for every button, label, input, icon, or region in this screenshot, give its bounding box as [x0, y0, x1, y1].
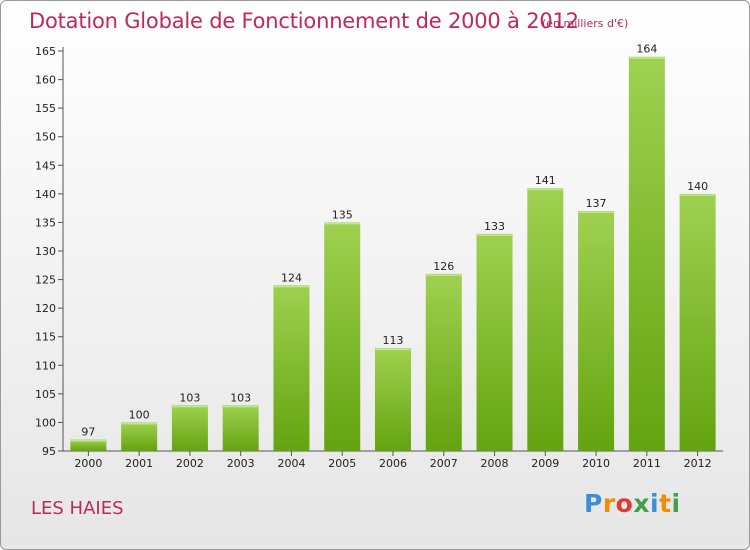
- y-tick-label: 130: [35, 245, 56, 258]
- x-tick-label: 2002: [176, 457, 204, 470]
- bar-highlight: [70, 440, 106, 442]
- logo-letter: x: [633, 489, 650, 518]
- bar-highlight: [121, 422, 157, 425]
- logo-letter: i: [671, 489, 681, 518]
- y-tick-label: 115: [35, 331, 56, 344]
- bar: [375, 348, 411, 451]
- y-tick-label: 120: [35, 302, 56, 315]
- y-tick-label: 140: [35, 188, 56, 201]
- logo-letter: o: [615, 489, 634, 518]
- x-tick-label: 2001: [125, 457, 153, 470]
- bar-highlight: [324, 222, 360, 225]
- bar: [425, 273, 462, 451]
- proxiti-logo: Proxiti: [584, 489, 681, 518]
- y-tick-label: 100: [35, 416, 56, 429]
- bar-value-label: 103: [179, 391, 200, 404]
- bar: [628, 56, 665, 451]
- bar-highlight: [172, 405, 208, 408]
- bar: [527, 188, 564, 451]
- y-tick-label: 160: [35, 74, 56, 87]
- commune-name: LES HAIES: [31, 498, 124, 519]
- bar-value-label: 137: [586, 197, 607, 210]
- bar-value-label: 100: [129, 408, 150, 421]
- y-tick-label: 165: [35, 45, 56, 58]
- bar: [222, 405, 259, 451]
- bar: [121, 422, 158, 451]
- bar-highlight: [426, 274, 462, 276]
- y-tick-label: 95: [42, 445, 56, 458]
- x-tick-label: 2005: [328, 457, 356, 470]
- bar-highlight: [578, 211, 614, 213]
- bar-highlight: [223, 405, 259, 408]
- bar-value-label: 164: [636, 43, 657, 56]
- logo-letter: i: [650, 489, 660, 518]
- bar: [273, 285, 310, 451]
- x-tick-label: 2003: [227, 457, 255, 470]
- bar: [476, 233, 513, 451]
- x-tick-label: 2011: [633, 457, 661, 470]
- x-tick-label: 2004: [277, 457, 305, 470]
- x-tick-label: 2007: [430, 457, 458, 470]
- y-tick-label: 150: [35, 131, 56, 144]
- bar-value-label: 133: [484, 220, 505, 233]
- bar-value-label: 113: [383, 334, 404, 347]
- bar-highlight: [680, 194, 716, 196]
- bar-value-label: 103: [230, 391, 251, 404]
- x-tick-label: 2006: [379, 457, 407, 470]
- bar-value-label: 97: [81, 426, 95, 439]
- y-tick-label: 135: [35, 216, 56, 229]
- logo-letter: P: [584, 489, 603, 518]
- x-tick-label: 2008: [481, 457, 509, 470]
- bar-value-label: 126: [433, 260, 454, 273]
- bar: [679, 193, 716, 451]
- x-tick-label: 2000: [74, 457, 102, 470]
- x-tick-label: 2010: [582, 457, 610, 470]
- bar-highlight: [273, 285, 309, 288]
- bar-highlight: [375, 348, 411, 351]
- bar-highlight: [527, 188, 563, 191]
- bar-value-label: 135: [332, 208, 353, 221]
- bar-highlight: [629, 57, 665, 59]
- bar: [70, 439, 107, 451]
- y-tick-label: 145: [35, 159, 56, 172]
- logo-letter: t: [659, 489, 672, 518]
- y-tick-label: 155: [35, 102, 56, 115]
- chart-unit: (en milliers d'€): [542, 17, 629, 30]
- bar-value-label: 140: [687, 180, 708, 193]
- y-tick-label: 110: [35, 359, 56, 372]
- chart-title: Dotation Globale de Fonctionnement de 20…: [29, 9, 579, 33]
- y-tick-label: 105: [35, 388, 56, 401]
- x-tick-label: 2009: [531, 457, 559, 470]
- bar-value-label: 124: [281, 271, 302, 284]
- bar-value-label: 141: [535, 174, 556, 187]
- x-tick-label: 2012: [684, 457, 712, 470]
- bar: [324, 222, 361, 451]
- y-tick-label: 125: [35, 274, 56, 287]
- logo-letter: r: [602, 489, 616, 518]
- bar: [578, 211, 615, 451]
- bar-highlight: [477, 234, 513, 236]
- bar: [171, 405, 208, 451]
